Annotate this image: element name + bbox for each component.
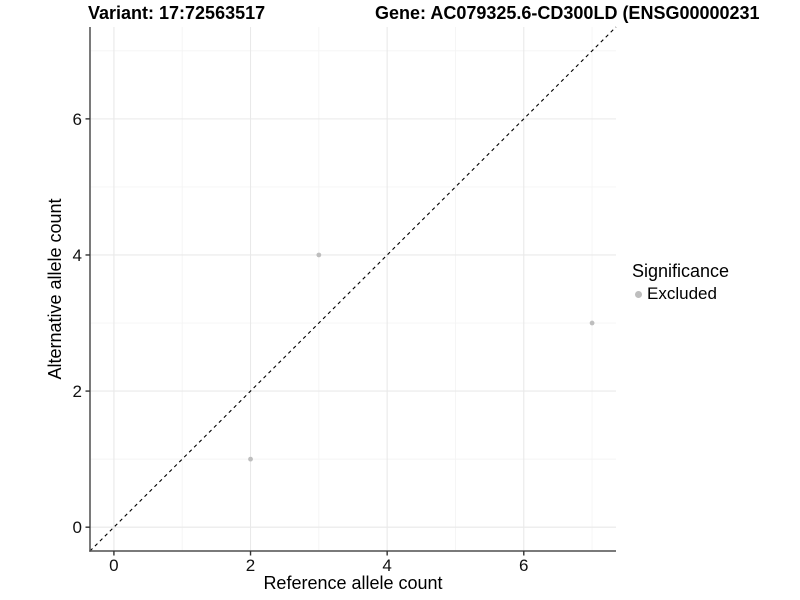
tick-marks bbox=[85, 118, 525, 556]
y-axis-title: Alternative allele count bbox=[45, 198, 65, 379]
x-tick-labels: 0 2 4 6 bbox=[109, 556, 528, 575]
identity-dashed-line bbox=[89, 26, 617, 552]
tick-label: 2 bbox=[246, 556, 255, 575]
variant-title: Variant: 17:72563517 bbox=[88, 3, 266, 23]
gene-title: Gene: AC079325.6-CD300LD (ENSG00000231 bbox=[375, 3, 760, 23]
tick-label: 0 bbox=[73, 518, 82, 537]
data-point bbox=[316, 252, 322, 258]
legend-item-label: Excluded bbox=[647, 284, 717, 303]
tick-label: 6 bbox=[519, 556, 528, 575]
tick-label: 0 bbox=[109, 556, 118, 575]
excluded-point-icon bbox=[635, 290, 642, 298]
tick-label: 2 bbox=[73, 382, 82, 401]
axis-lines bbox=[89, 27, 616, 552]
tick-label: 6 bbox=[73, 110, 82, 129]
legend: Significance Excluded bbox=[632, 261, 729, 304]
tick-label: 4 bbox=[382, 556, 391, 575]
x-axis-title: Reference allele count bbox=[263, 573, 442, 593]
legend-title: Significance bbox=[632, 261, 730, 281]
identity-line bbox=[89, 26, 617, 552]
data-point bbox=[589, 320, 595, 326]
data-point bbox=[248, 456, 253, 462]
legend-item-excluded: Excluded bbox=[632, 284, 729, 304]
data-points bbox=[248, 252, 595, 462]
y-tick-labels: 0 2 4 6 bbox=[73, 110, 82, 537]
minor-gridlines bbox=[90, 27, 616, 551]
major-gridlines bbox=[90, 27, 616, 551]
tick-label: 4 bbox=[73, 246, 82, 265]
